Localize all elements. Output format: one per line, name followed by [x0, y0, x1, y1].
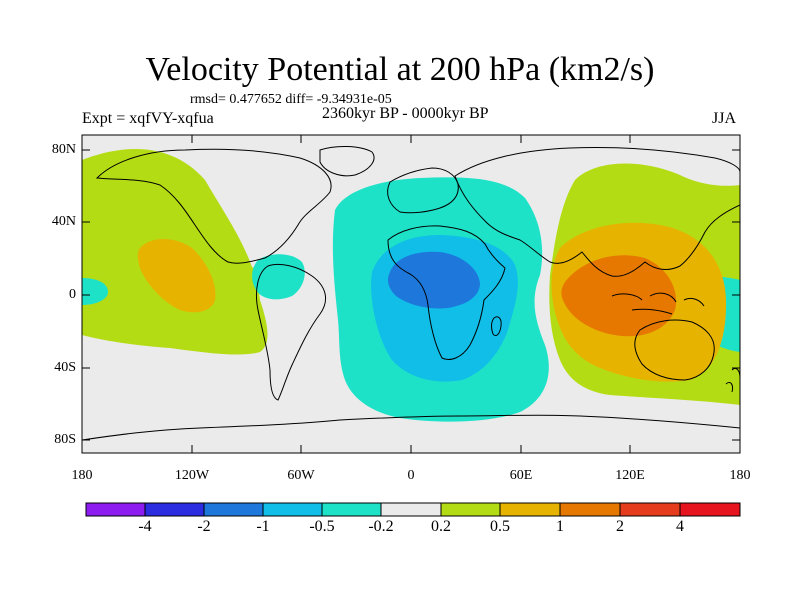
- period-label: 2360kyr BP - 0000kyr BP: [322, 105, 489, 122]
- field-orange-pacific: [137, 239, 216, 313]
- lon-label-180-left: 180: [71, 468, 93, 483]
- colorbar-label-1: -2: [197, 518, 211, 535]
- colorbar-box-7: [499, 502, 561, 517]
- lon-label-120e: 120E: [615, 468, 645, 483]
- colorbar-box-0: [85, 502, 146, 517]
- lat-label-40n: 40N: [51, 214, 76, 229]
- colorbar-box-9: [619, 502, 681, 517]
- colorbar-box-6: [440, 502, 501, 517]
- colorbar-label-0: -4: [138, 518, 152, 535]
- lat-label-0: 0: [69, 287, 76, 302]
- field-darkorange-maritime: [561, 255, 677, 337]
- plot-title: Velocity Potential at 200 hPa (km2/s): [145, 51, 655, 88]
- lat-label-80s: 80S: [54, 432, 76, 447]
- lat-label-80n: 80N: [51, 142, 76, 157]
- colorbar-label-3: -0.5: [309, 518, 335, 535]
- season-label: JJA: [712, 110, 737, 127]
- velocity-potential-field: [82, 148, 740, 422]
- colorbar-label-4: -0.2: [368, 518, 394, 535]
- coast-greenland: [319, 146, 375, 177]
- coast-antarctica: [82, 414, 740, 441]
- colorbar-box-8: [559, 502, 621, 517]
- lon-label-60w: 60W: [287, 468, 315, 483]
- coast-europe: [387, 167, 459, 214]
- lon-label-0: 0: [407, 468, 415, 483]
- field-teal-caribbean: [252, 254, 305, 300]
- rmsd-stats: rmsd= 0.477652 diff= -9.34931e-05: [190, 92, 392, 107]
- coast-maritime-islands: [611, 292, 705, 315]
- coastlines: [82, 146, 740, 441]
- coast-madagascar: [491, 316, 502, 337]
- lon-ticks: [191, 135, 631, 453]
- field-blue-centralafrica: [388, 251, 480, 309]
- colorbar-box-10: [679, 502, 741, 517]
- experiment-label: Expt = xqfVY-xqfua: [82, 110, 214, 127]
- colorbar-box-2: [203, 502, 264, 517]
- lon-label-60e: 60E: [509, 468, 533, 483]
- coast-south-america: [255, 263, 327, 401]
- colorbar-box-1: [144, 502, 205, 517]
- field-teal-pacific-east: [82, 278, 108, 305]
- colorbar-box-4: [321, 502, 382, 517]
- lon-label-120w: 120W: [174, 468, 210, 483]
- coast-eurasia: [454, 146, 740, 277]
- lat-label-40s: 40S: [54, 360, 76, 375]
- colorbar-label-9: 4: [676, 518, 684, 535]
- colorbar-box-3: [262, 502, 323, 517]
- colorbar: [85, 502, 741, 517]
- colorbar-label-6: 0.5: [490, 518, 510, 535]
- lat-ticks: [82, 149, 740, 441]
- coast-australia: [634, 319, 715, 381]
- coast-africa: [387, 225, 506, 360]
- colorbar-box-5: [380, 502, 442, 517]
- colorbar-label-8: 2: [616, 518, 624, 535]
- coast-north-america: [95, 148, 332, 264]
- colorbar-label-5: 0.2: [431, 518, 451, 535]
- colorbar-label-2: -1: [256, 518, 270, 535]
- lon-label-180-right: 180: [729, 468, 751, 483]
- colorbar-label-7: 1: [556, 518, 564, 535]
